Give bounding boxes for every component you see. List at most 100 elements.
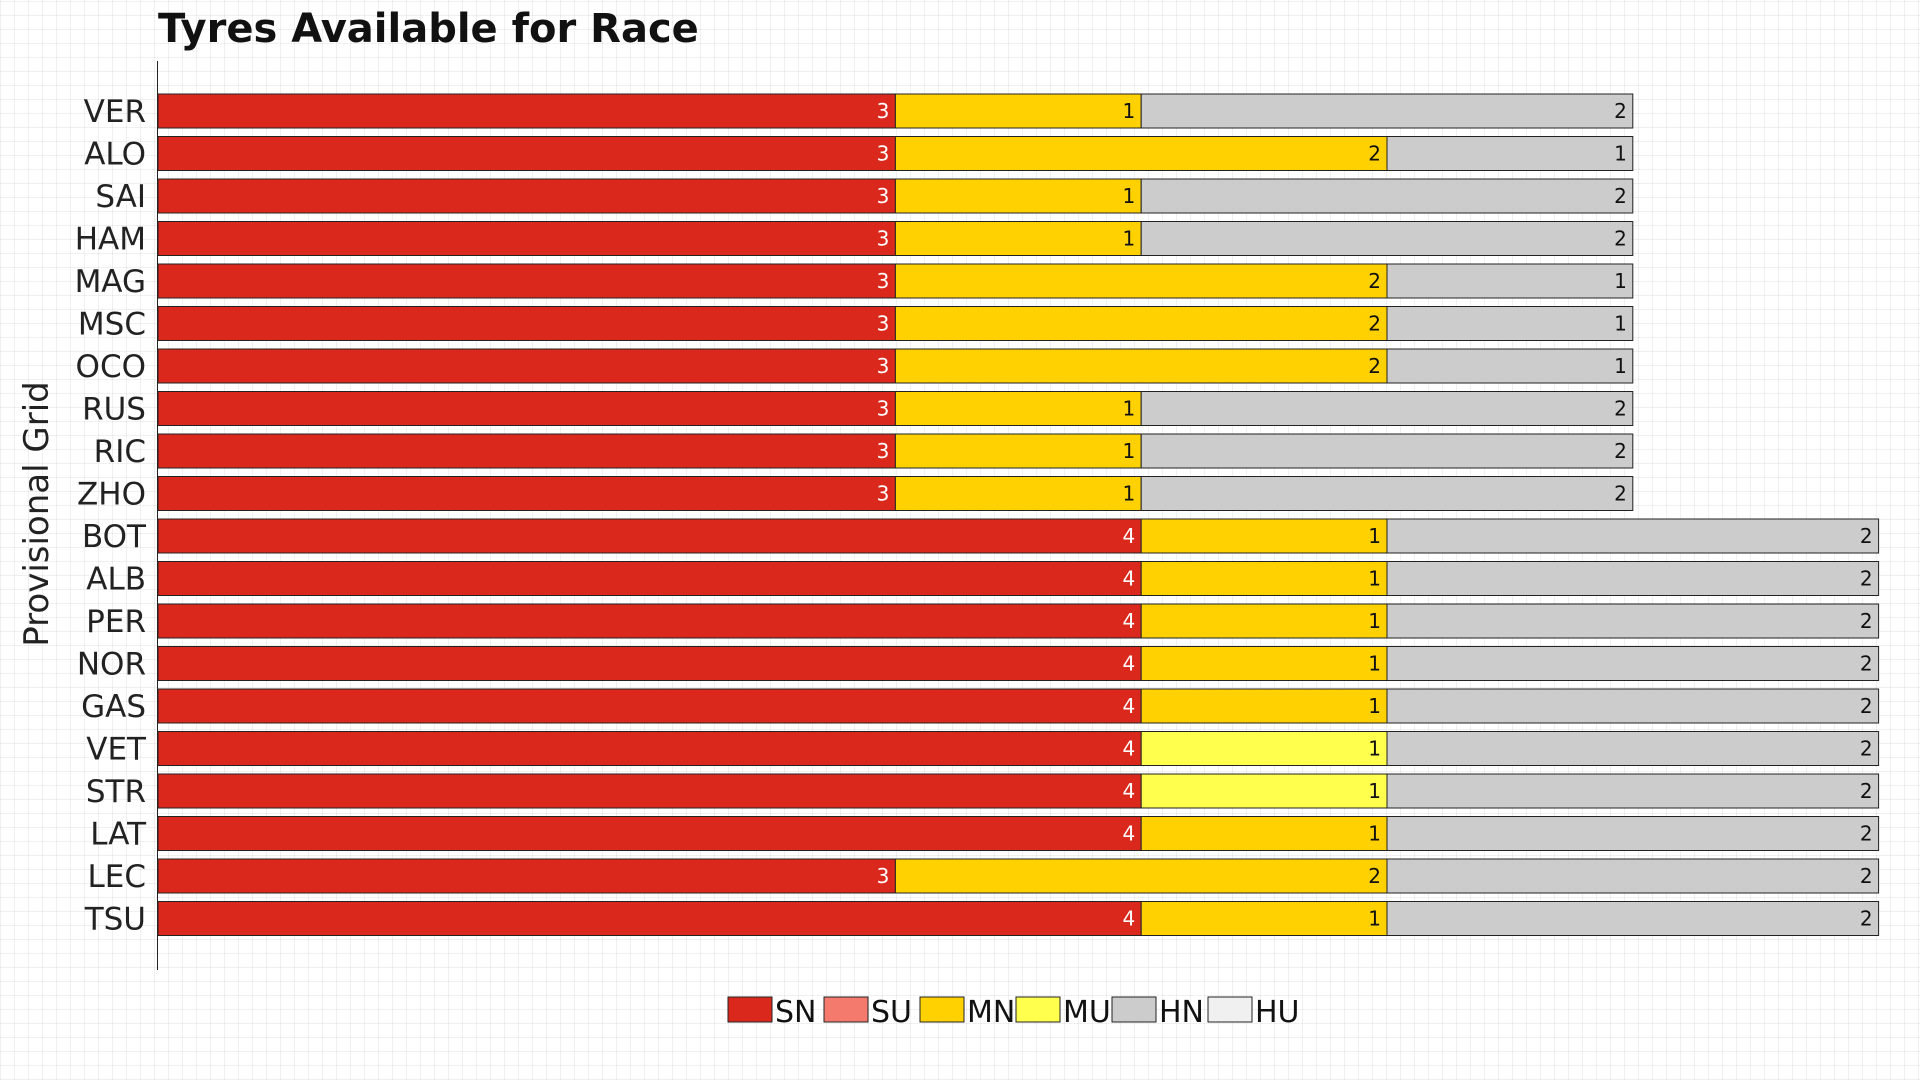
legend-label: SN: [775, 995, 816, 1030]
bar-segment-sn: [157, 561, 1142, 596]
bar-segment-mn: [894, 433, 1142, 469]
data-label: 2: [1860, 652, 1873, 676]
legend-swatch-hu: [1207, 996, 1253, 1023]
data-label: 2: [1614, 184, 1627, 208]
y-tick-label: OCO: [76, 349, 146, 385]
data-label: 3: [877, 864, 890, 888]
data-label: 2: [1368, 269, 1381, 293]
data-label: 2: [1860, 524, 1873, 548]
data-label: 1: [1614, 354, 1627, 378]
bar-segment-hn: [1386, 816, 1880, 851]
bar-segment-mn: [894, 178, 1142, 214]
bar-segment-mn: [894, 348, 1388, 384]
data-label: 2: [1614, 439, 1627, 463]
y-tick-label: RIC: [94, 434, 146, 470]
bar-segment-mn: [894, 263, 1388, 299]
data-label: 1: [1614, 269, 1627, 293]
data-label: 2: [1614, 482, 1627, 506]
data-label: 4: [1122, 652, 1135, 676]
y-tick-label: MSC: [78, 307, 146, 343]
y-tick-label: ALO: [84, 137, 146, 173]
bar-segment-mn: [1140, 688, 1388, 724]
data-label: 3: [877, 269, 890, 293]
bar-segment-mn: [1140, 518, 1388, 554]
bar-segment-sn: [157, 433, 896, 469]
data-label: 2: [1614, 227, 1627, 251]
bar-segment-sn: [157, 136, 896, 171]
legend-swatch-su: [823, 996, 869, 1023]
data-label: 1: [1368, 822, 1381, 846]
data-label: 1: [1368, 567, 1381, 591]
data-label: 1: [1368, 779, 1381, 803]
data-label: 1: [1368, 652, 1381, 676]
bar-segment-sn: [157, 306, 896, 341]
y-tick-label: RUS: [82, 392, 146, 428]
y-tick-label: BOT: [82, 519, 147, 555]
data-label: 2: [1860, 779, 1873, 803]
bar-segment-mn: [1140, 603, 1388, 639]
data-label: 2: [1860, 737, 1873, 761]
data-label: 1: [1122, 184, 1135, 208]
y-tick-label: MAG: [75, 264, 146, 300]
data-label: 2: [1368, 864, 1381, 888]
bar-segment-mn: [894, 221, 1142, 256]
bar-segment-hn: [1140, 433, 1634, 469]
data-label: 4: [1122, 779, 1135, 803]
bar-segment-hn: [1386, 646, 1880, 681]
data-label: 3: [877, 99, 890, 123]
bar-segment-sn: [157, 221, 896, 256]
legend-swatch-sn: [727, 996, 773, 1023]
bar-segment-hn: [1386, 858, 1880, 894]
legend-label: MN: [967, 995, 1015, 1030]
data-label: 1: [1368, 609, 1381, 633]
bar-segment-sn: [157, 901, 1142, 936]
bar-segment-mn: [894, 476, 1142, 511]
bar-segment-hn: [1386, 348, 1634, 384]
y-tick-label: LEC: [87, 859, 146, 895]
y-tick-label: PER: [86, 604, 146, 640]
bar-segment-hn: [1140, 391, 1634, 426]
legend-label: MU: [1063, 995, 1111, 1030]
bar-segment-mn: [894, 93, 1142, 129]
legend-label: HN: [1159, 995, 1204, 1030]
data-label: 4: [1122, 524, 1135, 548]
bar-segment-sn: [157, 688, 1142, 724]
data-label: 2: [1860, 567, 1873, 591]
bar-segment-sn: [157, 348, 896, 384]
bar-segment-mn: [894, 136, 1388, 171]
y-tick-label: TSU: [84, 902, 146, 938]
bar-segment-hn: [1386, 688, 1880, 724]
data-label: 3: [877, 354, 890, 378]
bar-segment-hn: [1386, 263, 1634, 299]
data-label: 3: [877, 142, 890, 166]
data-label: 2: [1860, 609, 1873, 633]
bar-segment-mn: [1140, 901, 1388, 936]
bar-segment-mu: [1140, 773, 1388, 809]
data-label: 2: [1860, 822, 1873, 846]
data-label: 4: [1122, 907, 1135, 931]
data-label: 3: [877, 439, 890, 463]
data-label: 3: [877, 227, 890, 251]
data-label: 2: [1614, 397, 1627, 421]
bar-segment-sn: [157, 263, 896, 299]
data-label: 4: [1122, 737, 1135, 761]
data-label: 4: [1122, 822, 1135, 846]
data-label: 3: [877, 482, 890, 506]
bar-segment-hn: [1140, 93, 1634, 129]
y-tick-label: LAT: [90, 817, 147, 853]
data-label: 1: [1122, 439, 1135, 463]
y-tick-label: ALB: [86, 562, 146, 598]
data-label: 2: [1860, 907, 1873, 931]
bar-segment-mn: [894, 858, 1388, 894]
bar-segment-sn: [157, 731, 1142, 766]
bar-segment-sn: [157, 93, 896, 129]
bar-segment-mn: [1140, 816, 1388, 851]
chart-title: Tyres Available for Race: [158, 6, 699, 52]
data-label: 1: [1368, 737, 1381, 761]
data-label: 2: [1368, 312, 1381, 336]
data-label: 2: [1368, 354, 1381, 378]
data-label: 1: [1122, 397, 1135, 421]
bar-segment-mn: [894, 306, 1388, 341]
legend-label: HU: [1255, 995, 1300, 1030]
